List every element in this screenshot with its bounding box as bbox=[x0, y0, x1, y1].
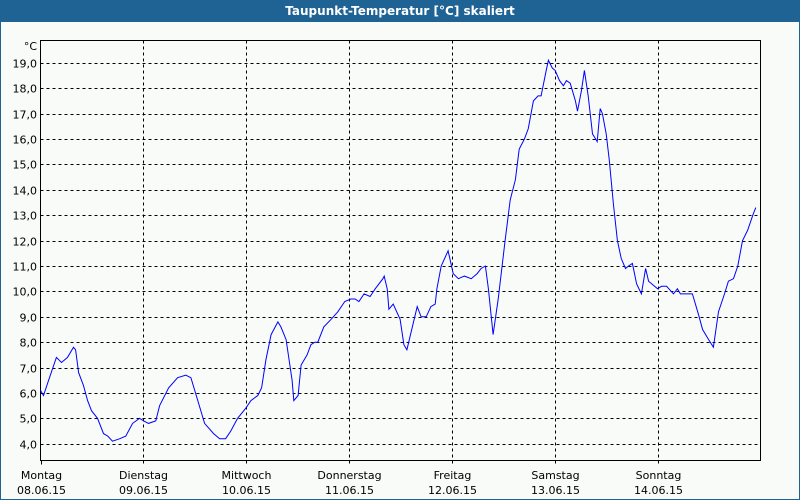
y-tick-label: 6,0 bbox=[20, 388, 38, 401]
y-tick-label: 4,0 bbox=[20, 439, 38, 452]
y-tick-label: 10,0 bbox=[13, 286, 38, 299]
x-tick-day: Freitag bbox=[434, 469, 472, 482]
y-tick-label: 7,0 bbox=[20, 363, 38, 376]
y-tick-label: 15,0 bbox=[13, 159, 38, 172]
grid bbox=[40, 40, 761, 465]
x-tick-day: Dienstag bbox=[119, 469, 168, 482]
y-tick-label: 12,0 bbox=[13, 236, 38, 249]
plot-frame bbox=[40, 40, 761, 461]
x-tick-date: 14.06.15 bbox=[634, 484, 683, 497]
y-tick-label: 13,0 bbox=[13, 210, 38, 223]
x-tick-day: Mittwoch bbox=[222, 469, 272, 482]
x-tick-date: 09.06.15 bbox=[119, 484, 168, 497]
x-tick-day: Samstag bbox=[531, 469, 579, 482]
y-tick-label: 8,0 bbox=[20, 337, 38, 350]
y-tick-label: 5,0 bbox=[20, 413, 38, 426]
window-title: Taupunkt-Temperatur [°C] skaliert bbox=[1, 1, 799, 22]
y-tick-label: 19,0 bbox=[13, 58, 38, 71]
x-tick-day: Montag bbox=[21, 469, 62, 482]
x-tick-day: Donnerstag bbox=[317, 469, 381, 482]
series-line-taupunkt bbox=[40, 58, 757, 442]
y-tick-label: 18,0 bbox=[13, 83, 38, 96]
x-tick-date: 08.06.15 bbox=[17, 484, 66, 497]
y-tick-label: 14,0 bbox=[13, 185, 38, 198]
x-tick-day: Sonntag bbox=[636, 469, 682, 482]
x-tick-date: 11.06.15 bbox=[325, 484, 374, 497]
y-tick-label: 11,0 bbox=[13, 261, 38, 274]
x-tick-date: 10.06.15 bbox=[222, 484, 271, 497]
y-axis: 4,0 5,0 6,0 7,0 8,0 9,0 10,0 11,0 12,0 13,0 14,0 15… bbox=[13, 58, 38, 452]
x-tick-date: 13.06.15 bbox=[531, 484, 580, 497]
y-axis-unit: °C bbox=[24, 40, 38, 53]
y-tick-label: 9,0 bbox=[20, 312, 38, 325]
y-tick-label: 17,0 bbox=[13, 109, 38, 122]
x-axis: Montag 08.06.15 Dienstag 09.06.15 Mittwoch 10… bbox=[17, 469, 683, 497]
x-tick-date: 12.06.15 bbox=[428, 484, 477, 497]
y-tick-label: 16,0 bbox=[13, 134, 38, 147]
